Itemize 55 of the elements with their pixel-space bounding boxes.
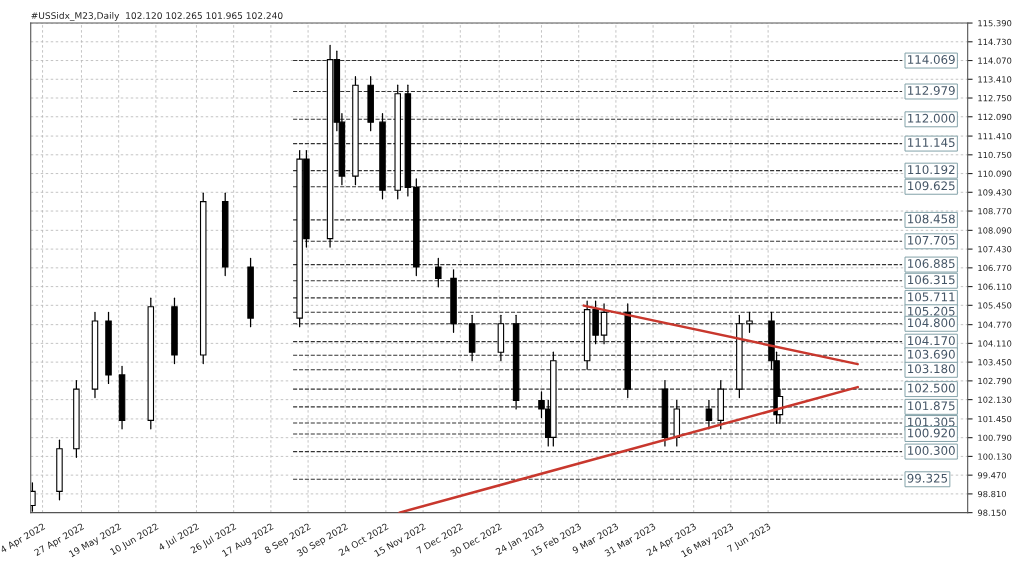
ref-line-label: 106.315 [908, 275, 955, 285]
ref-line-label: 108.458 [908, 214, 955, 224]
y-tick-label: 102.130 [978, 396, 1012, 403]
y-tick-label: 114.730 [978, 38, 1012, 46]
ref-line-label: 110.192 [908, 165, 955, 175]
ref-line-label: 111.145 [908, 138, 955, 148]
y-tick-label: 114.070 [978, 57, 1012, 64]
y-tick-label: 110.090 [978, 170, 1012, 177]
ref-line-label: 103.180 [908, 364, 955, 374]
candlestick [746, 311, 753, 333]
y-tick-label: 112.750 [978, 94, 1012, 102]
y-tick-label: 115.390 [978, 20, 1012, 27]
y-tick-label: 110.750 [978, 151, 1012, 159]
candlestick [435, 257, 442, 288]
y-tick-label: 112.090 [978, 113, 1012, 121]
y-tick-label: 101.450 [978, 415, 1012, 423]
y-tick-label: 99.470 [977, 472, 1007, 479]
ref-line-label: 106.885 [908, 259, 955, 268]
ref-line-label: 102.500 [908, 383, 955, 393]
ref-line-label: 114.069 [908, 55, 955, 64]
y-tick-label: 98.810 [977, 490, 1007, 498]
y-tick-label: 108.090 [978, 227, 1012, 234]
candlestick [705, 399, 713, 430]
y-tick-label: 113.410 [978, 76, 1012, 83]
y-tick-label: 98.150 [977, 509, 1007, 516]
ref-line-label: 99.325 [907, 473, 948, 483]
y-tick-label: 103.450 [978, 359, 1012, 366]
ref-line-label: 112.979 [908, 86, 955, 95]
ref-line-label: 107.705 [908, 235, 955, 245]
ref-line-label: 100.300 [908, 446, 955, 456]
y-tick-label: 107.430 [978, 246, 1012, 253]
candlestick [30, 482, 36, 512]
ref-line-label: 105.205 [908, 306, 955, 316]
ref-line-label: 104.170 [908, 336, 955, 346]
y-tick-label: 104.110 [978, 340, 1012, 347]
y-tick-label: 100.790 [978, 434, 1012, 441]
candlestick [600, 303, 608, 345]
ref-line-label: 101.875 [908, 401, 955, 411]
ref-line-label: 112.000 [908, 113, 955, 123]
y-tick-label: 109.430 [978, 189, 1012, 196]
y-tick-label: 100.130 [978, 453, 1012, 460]
y-tick-label: 106.110 [978, 283, 1012, 290]
y-tick-label: 102.790 [978, 377, 1012, 385]
y-tick-label: 104.770 [978, 321, 1012, 328]
chart-title: #USSidx_M23,Daily 102.120 102.265 101.965 102.240 [31, 12, 283, 21]
ref-line-label: 105.711 [908, 292, 955, 302]
y-tick-label: 111.410 [978, 133, 1012, 140]
y-tick-label: 105.450 [978, 302, 1012, 309]
ref-line-label: 104.800 [908, 318, 955, 328]
ref-line-label: 101.305 [908, 417, 955, 427]
ref-line-label: 109.625 [908, 181, 955, 191]
y-tick-label: 106.770 [978, 264, 1012, 272]
ref-line-label: 103.690 [908, 349, 955, 359]
y-tick-label: 108.770 [978, 208, 1012, 215]
ref-line-label: 100.920 [908, 428, 955, 438]
